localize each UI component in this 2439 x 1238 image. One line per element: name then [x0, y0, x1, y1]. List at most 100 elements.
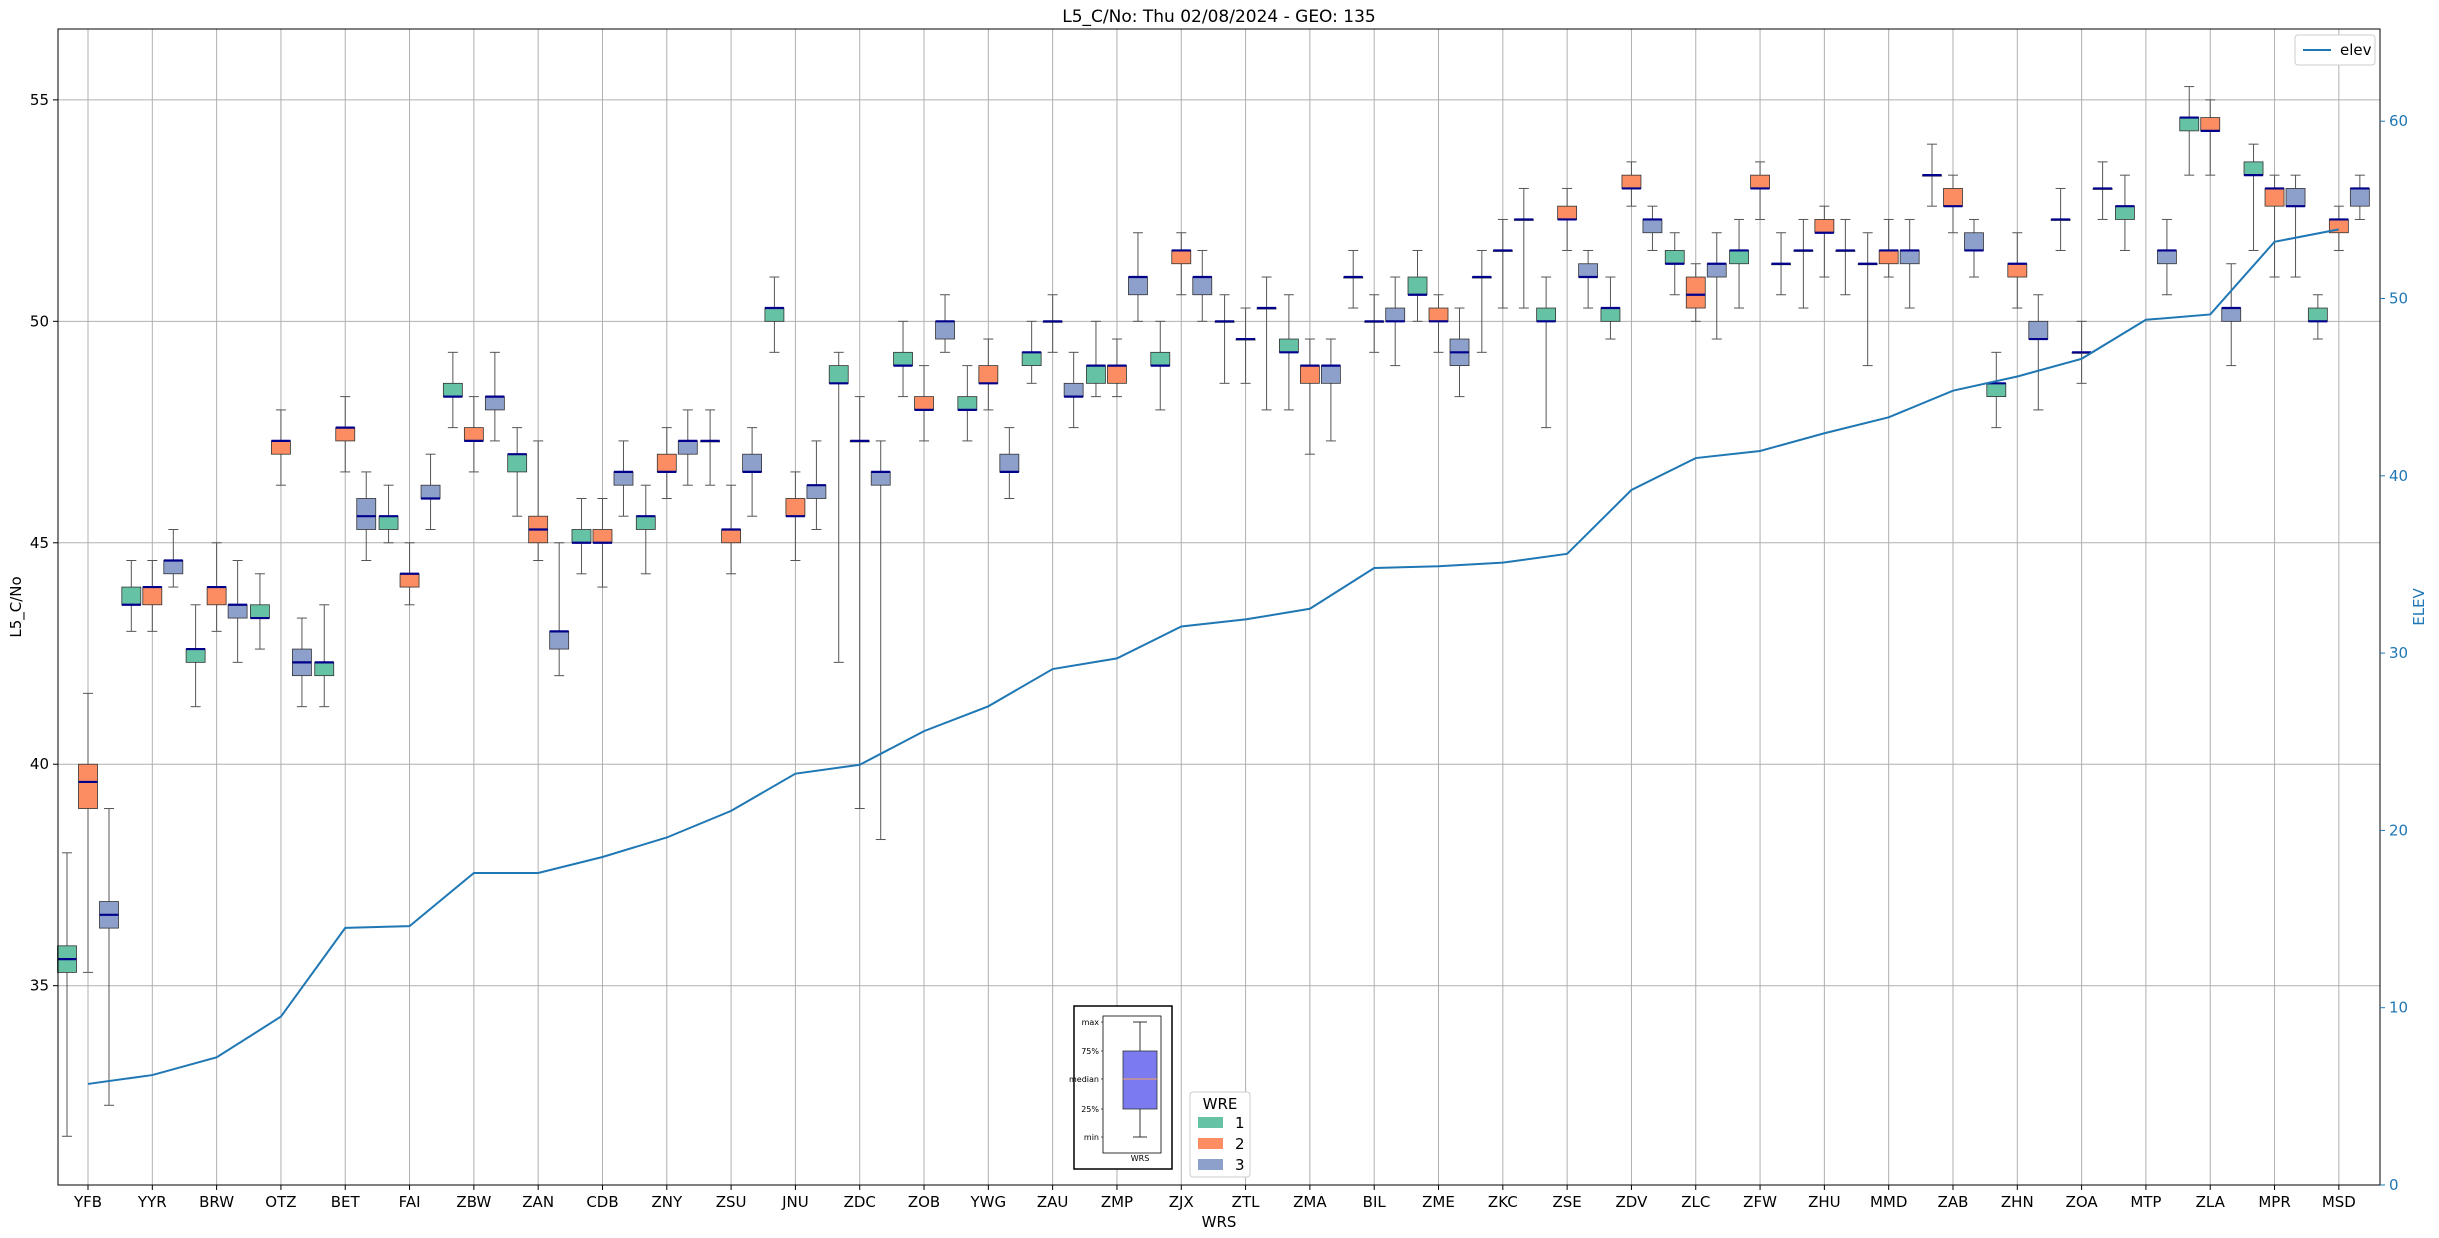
box-iqr — [1664, 250, 1685, 265]
box-iqr — [2264, 188, 2285, 207]
box-ZHU-wre2 — [1814, 205, 1835, 278]
box-iqr — [1320, 365, 1341, 384]
box-ZME-wre3 — [1449, 307, 1470, 398]
box-JNU-wre1 — [764, 276, 785, 353]
box-MTP-wre1 — [2115, 174, 2135, 251]
wre-legend-title: WRE — [1203, 1095, 1238, 1113]
box-iqr — [185, 648, 206, 663]
x-axis-title: WRS — [1202, 1213, 1237, 1231]
box-iqr — [806, 484, 827, 499]
box-iqr — [656, 453, 677, 473]
x-tick-label: ZFW — [1743, 1193, 1777, 1211]
wre-legend-label: 1 — [1235, 1114, 1245, 1132]
box-ZDC-wre1 — [828, 351, 849, 663]
box-iqr — [2115, 205, 2135, 220]
axes: YFB YYR BRW OTZ BET FAI ZBW ZAN CDB ZNY ZSU JNU ZDC Z… — [30, 91, 2408, 1211]
x-tick-label: ZJX — [1169, 1193, 1194, 1211]
wre-legend-label: 2 — [1235, 1135, 1245, 1153]
box-ZDV-wre3 — [1642, 205, 1663, 251]
box-FAI-wre3 — [420, 453, 441, 530]
y2-tick-label: 0 — [2389, 1176, 2399, 1194]
box-ZFW-wre3 — [1771, 232, 1791, 296]
box-ZBW-wre1 — [442, 351, 463, 429]
box-ZOB-wre3 — [935, 294, 955, 353]
box-iqr — [1706, 263, 1727, 278]
wre-legend-label: 3 — [1235, 1156, 1245, 1174]
box-ZAN-wre3 — [549, 542, 570, 677]
box-iqr — [1557, 205, 1578, 220]
box-iqr — [1385, 307, 1406, 322]
box-iqr — [2157, 250, 2177, 265]
box-iqr — [227, 604, 248, 619]
y2-tick-label: 30 — [2389, 644, 2408, 662]
box-iqr — [721, 529, 741, 544]
box-ZOA-wre3 — [2092, 161, 2113, 220]
box-iqr — [1171, 250, 1192, 265]
y2-tick-label: 10 — [2389, 999, 2408, 1017]
box-iqr — [914, 396, 934, 411]
box-BET-wre2 — [335, 396, 356, 473]
x-tick-label: ZAU — [1037, 1193, 1069, 1211]
box-ZDV-wre1 — [1600, 276, 1621, 340]
plot-frame — [57, 28, 2381, 1186]
box-ZMP-wre1 — [1086, 320, 1106, 398]
box-CDB-wre1 — [571, 497, 592, 575]
box-iqr — [1729, 250, 1749, 265]
box-ZMA-wre3 — [1320, 338, 1341, 442]
box-iqr — [828, 365, 849, 384]
box-ZJX-wre2 — [1171, 232, 1192, 296]
box-MPR-wre3 — [2285, 174, 2306, 278]
box-iqr — [1600, 307, 1621, 322]
box-iqr — [1150, 351, 1171, 367]
box-ZAN-wre1 — [507, 427, 528, 517]
wre-legend-box — [1189, 1091, 1251, 1178]
box-ZMP-wre2 — [1107, 338, 1127, 398]
box-ZSU-wre2 — [721, 484, 741, 575]
box-ZDV-wre2 — [1621, 161, 1642, 207]
x-tick-label: ZOB — [908, 1193, 940, 1211]
box-iqr — [1878, 250, 1899, 265]
box-iqr — [1814, 219, 1835, 234]
box-YWG-wre2 — [978, 338, 999, 411]
box-ZLA-wre3 — [2221, 263, 2242, 367]
box-ZHN-wre3 — [2028, 294, 2049, 411]
box-ZLC-wre1 — [1664, 232, 1685, 296]
box-ZSE-wre3 — [1578, 249, 1599, 309]
box-iqr — [2243, 161, 2264, 176]
box-ZLA-wre1 — [2179, 86, 2200, 176]
key-label: 75% — [1081, 1047, 1099, 1056]
box-MMD-wre3 — [1899, 218, 1920, 309]
x-tick-label: CDB — [586, 1193, 618, 1211]
box-YFB-wre2 — [78, 692, 98, 973]
key-label: max — [1082, 1018, 1100, 1027]
box-iqr — [442, 382, 463, 398]
y-tick-label: 40 — [30, 755, 49, 773]
box-ZKC-wre1 — [1471, 249, 1492, 353]
box-iqr — [2307, 307, 2328, 322]
box-iqr — [635, 515, 656, 530]
box-iqr — [2200, 117, 2221, 132]
box-ZDC-wre3 — [870, 440, 891, 841]
box-iqr — [978, 365, 999, 384]
box-BRW-wre1 — [185, 604, 206, 708]
key-label: 25% — [1081, 1105, 1099, 1114]
box-iqr — [1063, 382, 1084, 398]
x-tick-label: BRW — [199, 1193, 234, 1211]
box-iqr — [1536, 307, 1557, 322]
y2-tick-label: 40 — [2389, 467, 2408, 485]
key-label: median — [1069, 1075, 1099, 1084]
box-ZJX-wre1 — [1150, 320, 1171, 411]
box-iqr — [1192, 276, 1213, 296]
box-iqr — [356, 498, 377, 530]
box-iqr — [1021, 351, 1042, 367]
x-tick-label: YYR — [137, 1193, 167, 1211]
box-ZAU-wre3 — [1063, 351, 1084, 429]
y2-axis-title: ELEV — [2410, 587, 2428, 625]
y-tick-label: 35 — [30, 977, 49, 995]
y-tick-label: 45 — [30, 534, 49, 552]
box-MTP-wre3 — [2157, 218, 2177, 296]
box-ZSE-wre2 — [1557, 187, 1578, 251]
box-ZMA-wre2 — [1299, 338, 1320, 455]
box-ZMP-wre3 — [1128, 232, 1148, 322]
box-ZFW-wre1 — [1729, 218, 1749, 309]
